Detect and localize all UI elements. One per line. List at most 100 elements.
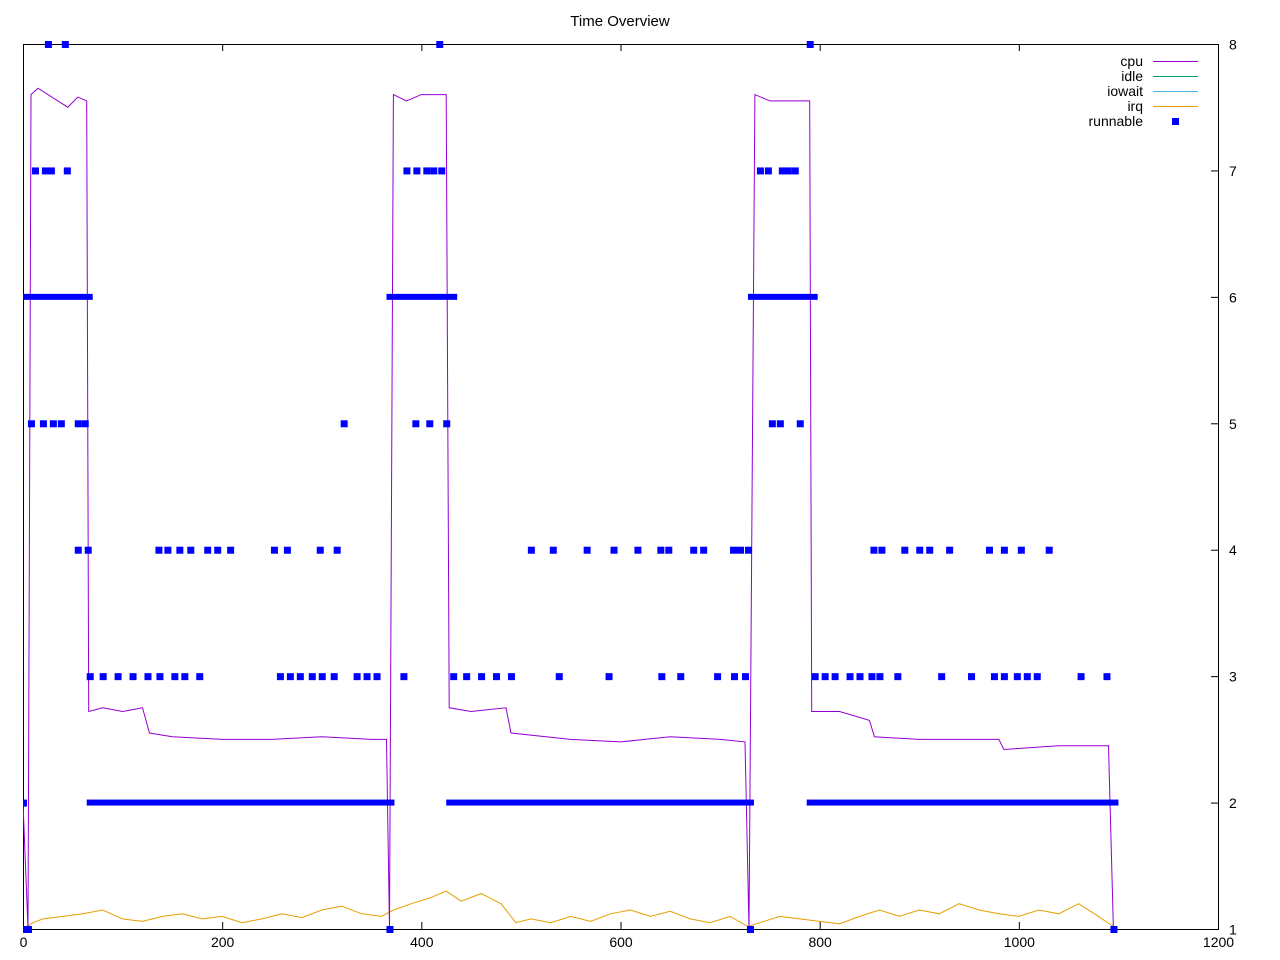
runnable-point — [27, 420, 35, 428]
runnable-run — [446, 799, 754, 806]
plot-frame — [23, 44, 1219, 930]
runnable-point — [1013, 673, 1021, 681]
runnable-point — [155, 546, 163, 554]
runnable-point — [86, 673, 94, 681]
legend-label-idle: idle — [1121, 68, 1143, 84]
runnable-point — [438, 167, 446, 175]
legend-label-runnable: runnable — [1089, 113, 1144, 129]
runnable-point — [74, 420, 82, 428]
y-axis: 1 2 3 4 5 6 7 8 — [1211, 37, 1237, 938]
runnable-point — [894, 673, 902, 681]
runnable-run — [747, 293, 818, 300]
runnable-point — [784, 167, 792, 175]
runnable-point — [700, 546, 708, 554]
runnable-point — [1023, 673, 1031, 681]
runnable-point — [270, 546, 278, 554]
x-tick-label: 0 — [20, 934, 28, 950]
runnable-point — [806, 41, 814, 48]
runnable-point — [426, 420, 434, 428]
runnable-run — [806, 799, 1119, 806]
runnable-point — [463, 673, 471, 681]
runnable-point — [171, 673, 179, 681]
runnable-point — [831, 673, 839, 681]
runnable-point — [938, 673, 946, 681]
runnable-point — [1000, 673, 1008, 681]
runnable-point — [114, 673, 122, 681]
y-tick-label: 7 — [1229, 163, 1237, 179]
runnable-point — [985, 546, 993, 554]
runnable-point — [74, 546, 82, 554]
runnable-point — [744, 546, 752, 554]
runnable-point — [57, 420, 65, 428]
runnable-point — [868, 673, 876, 681]
runnable-run — [386, 293, 458, 300]
series-irq — [23, 890, 1114, 930]
runnable-point — [353, 673, 361, 681]
runnable-point — [946, 546, 954, 554]
legend-label-iowait: iowait — [1107, 83, 1143, 99]
x-tick-label: 400 — [410, 934, 434, 950]
runnable-point — [44, 41, 52, 48]
runnable-point — [677, 673, 685, 681]
x-tick-label: 1000 — [1004, 934, 1035, 950]
runnable-point — [870, 546, 878, 554]
y-tick-label: 3 — [1229, 669, 1237, 685]
runnable-point — [549, 546, 557, 554]
runnable-point — [690, 546, 698, 554]
series-line-irq — [23, 890, 1114, 930]
runnable-point — [1017, 546, 1025, 554]
runnable-point — [478, 673, 486, 681]
y-tick-label: 2 — [1229, 795, 1237, 811]
legend-swatch-runnable — [1172, 118, 1179, 125]
runnable-point — [507, 673, 515, 681]
runnable-point — [436, 41, 444, 48]
runnable-point — [443, 420, 451, 428]
runnable-point — [450, 673, 458, 681]
runnable-point — [63, 167, 71, 175]
runnable-point — [1103, 673, 1111, 681]
runnable-point — [796, 420, 804, 428]
runnable-point — [423, 167, 431, 175]
runnable-point — [737, 546, 744, 554]
runnable-point — [657, 546, 665, 554]
runnable-point — [1045, 546, 1053, 554]
runnable-point — [41, 167, 49, 175]
legend-label-cpu: cpu — [1120, 53, 1143, 69]
runnable-point — [1000, 546, 1008, 554]
runnable-point — [386, 926, 394, 933]
runnable-point — [764, 167, 772, 175]
runnable-point — [318, 673, 326, 681]
runnable-point — [23, 799, 27, 807]
runnable-point — [901, 546, 909, 554]
runnable-point — [316, 546, 324, 554]
series-layer — [23, 41, 1119, 933]
runnable-point — [61, 41, 69, 48]
runnable-point — [412, 420, 420, 428]
x-axis: 0 200 400 600 800 1000 1200 — [20, 44, 1234, 950]
runnable-point — [99, 673, 107, 681]
runnable-point — [821, 673, 829, 681]
runnable-point — [363, 673, 371, 681]
chart-title: Time Overview — [570, 13, 670, 30]
runnable-point — [49, 420, 57, 428]
runnable-point — [156, 673, 164, 681]
runnable-point — [990, 673, 998, 681]
y-tick-label: 6 — [1229, 289, 1237, 305]
runnable-point — [400, 673, 408, 681]
x-tick-label: 600 — [609, 934, 633, 950]
runnable-point — [778, 167, 786, 175]
runnable-point — [791, 167, 799, 175]
legend-label-irq: irq — [1127, 98, 1143, 114]
runnable-point — [768, 420, 776, 428]
runnable-point — [430, 167, 438, 175]
x-tick-label: 200 — [211, 934, 235, 950]
runnable-point — [876, 673, 884, 681]
runnable-point — [610, 546, 618, 554]
runnable-point — [731, 673, 739, 681]
runnable-point — [283, 546, 291, 554]
series-cpu — [23, 87, 1114, 930]
runnable-point — [968, 673, 976, 681]
y-tick-label: 8 — [1229, 37, 1237, 53]
